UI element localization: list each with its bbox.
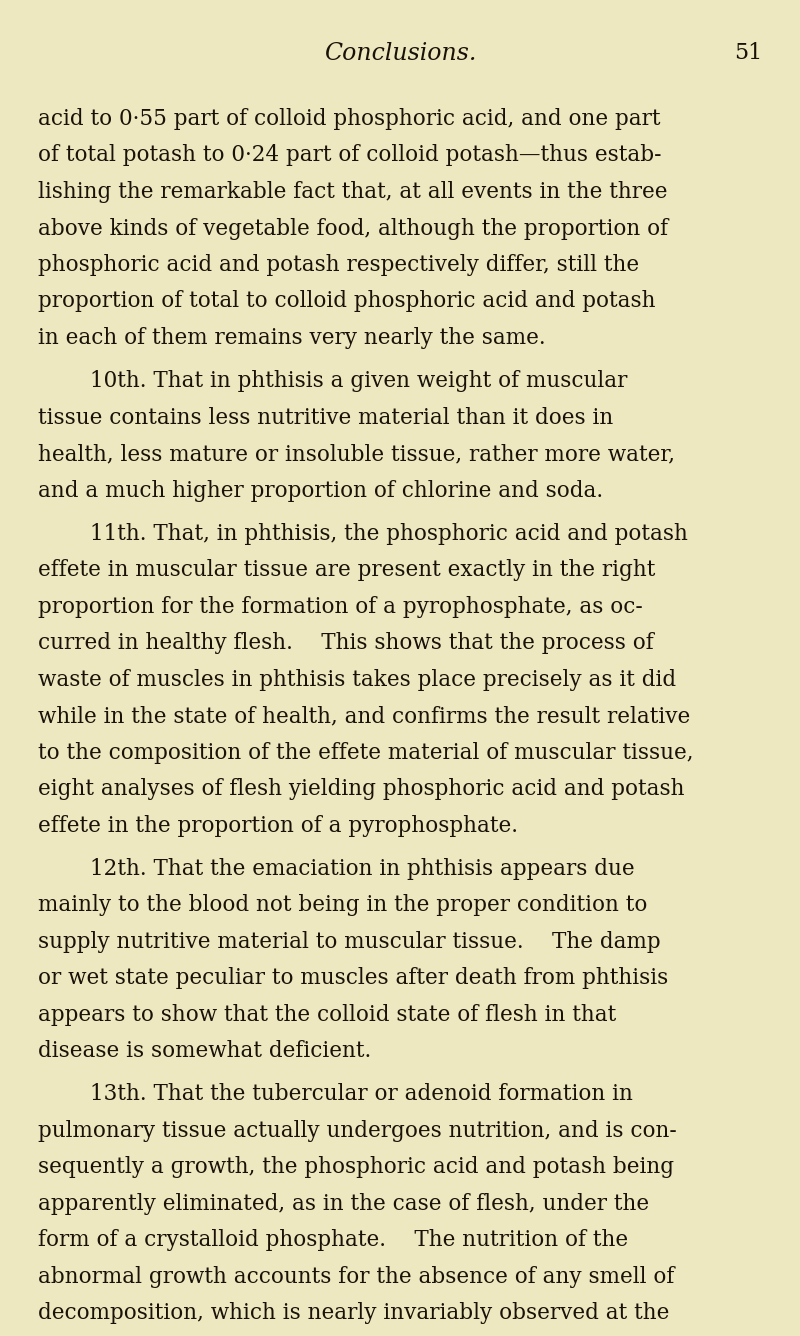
Text: effete in muscular tissue are present exactly in the right: effete in muscular tissue are present ex… — [38, 560, 655, 581]
Text: phosphoric acid and potash respectively differ, still the: phosphoric acid and potash respectively … — [38, 254, 639, 277]
Text: proportion for the formation of a pyrophosphate, as oc-: proportion for the formation of a pyroph… — [38, 596, 642, 617]
Text: decomposition, which is nearly invariably observed at the: decomposition, which is nearly invariabl… — [38, 1303, 670, 1324]
Text: effete in the proportion of a pyrophosphate.: effete in the proportion of a pyrophosph… — [38, 815, 518, 836]
Text: and a much higher proportion of chlorine and soda.: and a much higher proportion of chlorine… — [38, 480, 603, 501]
Text: acid to 0·55 part of colloid phosphoric acid, and one part: acid to 0·55 part of colloid phosphoric … — [38, 108, 661, 130]
Text: 10th. That in phthisis a given weight of muscular: 10th. That in phthisis a given weight of… — [90, 370, 627, 391]
Text: of total potash to 0·24 part of colloid potash—thus estab-: of total potash to 0·24 part of colloid … — [38, 144, 662, 167]
Text: Conclusions.: Conclusions. — [324, 41, 476, 65]
Text: 12th. That the emaciation in phthisis appears due: 12th. That the emaciation in phthisis ap… — [90, 858, 634, 879]
Text: sequently a ɡrowth, the phosphoric acid and potash being: sequently a ɡrowth, the phosphoric acid … — [38, 1156, 674, 1178]
Text: health, less mature or insoluble tissue, rather more water,: health, less mature or insoluble tissue,… — [38, 444, 675, 465]
Text: proportion of total to colloid phosphoric acid and potash: proportion of total to colloid phosphori… — [38, 290, 655, 313]
Text: 51: 51 — [734, 41, 762, 64]
Text: 13th. That the tubercular or adenoid formation in: 13th. That the tubercular or adenoid for… — [90, 1083, 633, 1105]
Text: form of a crystalloid phosphate.  The nutrition of the: form of a crystalloid phosphate. The nut… — [38, 1229, 628, 1252]
Text: or wet state peculiar to muscles after death from phthisis: or wet state peculiar to muscles after d… — [38, 967, 668, 989]
Text: tissue contains less nutritive material than it does in: tissue contains less nutritive material … — [38, 406, 614, 429]
Text: disease is somewhat deficient.: disease is somewhat deficient. — [38, 1041, 371, 1062]
Text: appears to show that the colloid state of flesh in that: appears to show that the colloid state o… — [38, 1003, 616, 1026]
Text: supply nutritive material to muscular tissue.  The damp: supply nutritive material to muscular ti… — [38, 931, 661, 953]
Text: above kinds of vegetable food, although the proportion of: above kinds of vegetable food, although … — [38, 218, 668, 239]
Text: eight analyses of flesh yielding phosphoric acid and potash: eight analyses of flesh yielding phospho… — [38, 778, 685, 800]
Text: waste of muscles in phthisis takes place precisely as it did: waste of muscles in phthisis takes place… — [38, 668, 676, 691]
Text: in each of them remains very nearly the same.: in each of them remains very nearly the … — [38, 327, 546, 349]
Text: mainly to the blood not being in the proper condition to: mainly to the blood not being in the pro… — [38, 894, 647, 916]
Text: pulmonary tissue actually undergoes nutrition, and is con-: pulmonary tissue actually undergoes nutr… — [38, 1120, 677, 1142]
Text: to the composition of the effete material of muscular tissue,: to the composition of the effete materia… — [38, 741, 694, 764]
Text: abnormal growth accounts for the absence of any smell of: abnormal growth accounts for the absence… — [38, 1265, 674, 1288]
Text: apparently eliminated, as in the case of flesh, under the: apparently eliminated, as in the case of… — [38, 1193, 649, 1214]
Text: lishing the remarkable fact that, at all events in the three: lishing the remarkable fact that, at all… — [38, 180, 667, 203]
Text: while in the state of health, and confirms the result relative: while in the state of health, and confir… — [38, 705, 690, 727]
Text: curred in healthy flesh.  This shows that the process of: curred in healthy flesh. This shows that… — [38, 632, 654, 655]
Text: 11th. That, in phthisis, the phosphoric acid and potash: 11th. That, in phthisis, the phosphoric … — [90, 522, 688, 545]
